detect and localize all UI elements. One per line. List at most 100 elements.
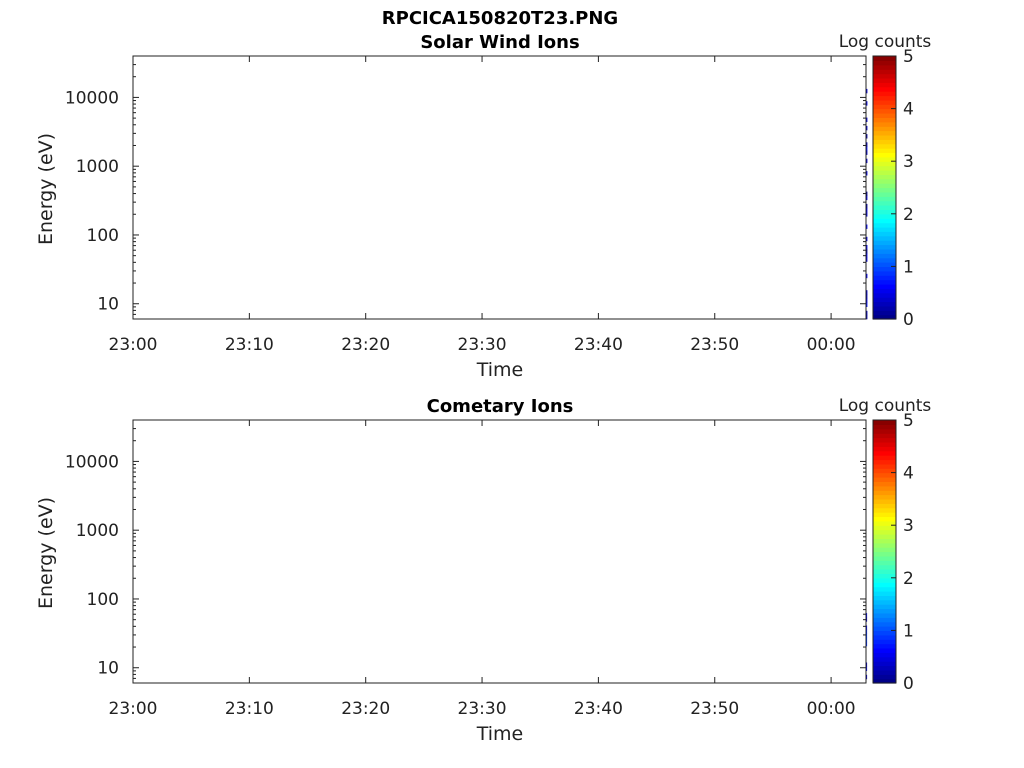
x-tick-label: 00:00 <box>807 699 856 719</box>
colorbar-swatch <box>873 200 896 206</box>
colorbar-tick-label: 2 <box>903 205 914 225</box>
colorbar-swatch <box>873 196 896 202</box>
colorbar-swatch <box>873 569 896 574</box>
colorbar-swatch <box>873 494 896 500</box>
colorbar-swatch <box>873 446 896 452</box>
y-tick-label: 1000 <box>76 157 119 177</box>
colorbar-swatch <box>873 174 896 180</box>
colorbar-swatch <box>873 481 896 487</box>
colorbar-swatch <box>873 564 896 570</box>
y-tick-label: 10000 <box>65 88 119 108</box>
colorbar-swatch <box>873 577 896 583</box>
colorbar-swatch <box>873 77 896 83</box>
colorbar-swatch <box>873 433 896 439</box>
colorbar-swatch <box>873 441 896 447</box>
colorbar-swatch <box>873 490 896 496</box>
colorbar-tick-label: 1 <box>903 621 914 641</box>
colorbar-swatch <box>873 498 896 504</box>
colorbar-swatch <box>873 183 896 189</box>
colorbar-swatch <box>873 626 896 631</box>
figure-title: RPCICA150820T23.PNG <box>382 8 618 29</box>
colorbar-swatch <box>873 213 896 219</box>
colorbar-swatch <box>873 56 896 61</box>
colorbar-tick-label: 0 <box>903 310 914 330</box>
colorbar-swatch <box>873 64 896 70</box>
colorbar-swatch <box>873 661 896 667</box>
colorbar-swatch <box>873 560 896 566</box>
colorbar-swatch <box>873 60 896 66</box>
cometary-axes: 23:00 23:10 23:20 23:30 23:40 23:50 00:00 10 100… <box>65 419 867 719</box>
colorbar-swatch <box>873 117 896 123</box>
y-tick-label: 1000 <box>76 521 119 541</box>
colorbar-tick-label: 5 <box>903 411 914 431</box>
colorbar-swatch <box>873 292 896 298</box>
colorbar-swatch <box>873 275 896 281</box>
colorbar-swatch <box>873 134 896 140</box>
colorbar-label-solar-wind: Log counts <box>839 32 932 52</box>
colorbar-solar-wind: 0 1 2 3 4 5 <box>872 47 914 330</box>
colorbar-swatch <box>873 130 896 136</box>
x-tick-label: 23:00 <box>109 699 158 719</box>
colorbar-swatch <box>873 656 896 662</box>
colorbar-swatch <box>873 95 896 101</box>
colorbar-swatch <box>873 187 896 193</box>
colorbar-frame <box>872 419 897 684</box>
colorbar-swatch <box>873 604 896 610</box>
x-tick-label: 23:30 <box>458 699 507 719</box>
colorbar-swatch <box>873 178 896 184</box>
colorbar-swatch <box>873 639 896 645</box>
colorbar-swatch <box>873 148 896 153</box>
colorbar-swatch <box>873 477 896 482</box>
colorbar-swatch <box>873 634 896 640</box>
colorbar-cometary: 0 1 2 3 4 5 <box>872 411 914 694</box>
colorbar-swatch <box>873 459 896 465</box>
colorbar-swatch <box>873 266 896 272</box>
colorbar-swatch <box>873 161 896 167</box>
colorbar-swatch <box>873 143 896 149</box>
colorbar-swatch <box>873 222 896 228</box>
y-tick-label: 100 <box>87 226 119 246</box>
colorbar-swatch <box>873 104 896 110</box>
y-tick-label: 10 <box>97 295 119 315</box>
colorbar-swatch <box>873 428 896 434</box>
colorbar-swatch <box>873 240 896 246</box>
colorbar-swatch <box>873 288 896 294</box>
colorbar-swatch <box>873 547 896 553</box>
colorbar-swatch <box>873 595 896 601</box>
colorbar-swatch <box>873 235 896 241</box>
colorbar-swatch <box>873 630 896 636</box>
panel-title-solar-wind: Solar Wind Ions <box>420 32 579 53</box>
colorbar-swatch <box>873 674 896 680</box>
colorbar-swatch <box>873 139 896 145</box>
colorbar-swatch <box>873 525 896 531</box>
colorbar-tick-label: 3 <box>903 152 914 172</box>
colorbar-swatch <box>873 314 896 320</box>
x-tick-label: 23:20 <box>341 699 390 719</box>
colorbar-swatch <box>873 455 896 461</box>
x-tick-label: 00:00 <box>807 335 856 355</box>
colorbar-label-cometary: Log counts <box>839 396 932 416</box>
colorbar-swatch <box>873 257 896 263</box>
y-tick-label: 10 <box>97 659 119 679</box>
colorbar-swatch <box>873 253 896 259</box>
colorbar-swatch <box>873 647 896 653</box>
colorbar-tick-label: 1 <box>903 257 914 277</box>
x-tick-label: 23:10 <box>225 335 274 355</box>
colorbar-swatch <box>873 165 896 171</box>
colorbar-swatch <box>873 472 896 478</box>
colorbar-tick-label: 4 <box>903 464 914 484</box>
colorbar-swatch <box>873 121 896 127</box>
colorbar-swatch <box>873 573 896 579</box>
colorbar-swatch <box>873 463 896 469</box>
colorbar-swatch <box>873 73 896 79</box>
panel-title-cometary: Cometary Ions <box>427 396 574 417</box>
colorbar-swatch <box>873 218 896 224</box>
colorbar-swatch <box>873 262 896 267</box>
x-tick-label: 23:50 <box>690 699 739 719</box>
y-axis-label-solar-wind: Energy (eV) <box>35 133 57 245</box>
colorbar-swatch <box>873 69 896 75</box>
colorbar-tick-label: 0 <box>903 674 914 694</box>
colorbar-swatch <box>873 516 896 522</box>
plot-area <box>132 55 867 320</box>
colorbar-swatch <box>873 503 896 509</box>
